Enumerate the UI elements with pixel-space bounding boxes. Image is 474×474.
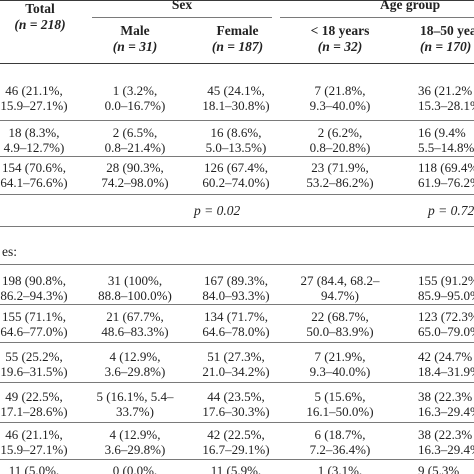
cell-18-50: 38 (22.3% 16.3–29.4% — [418, 427, 474, 457]
cell-female: 16 (8.6%, 5.0–13.5%) — [205, 125, 267, 155]
cell-under-18: 6 (18.7%, 7.2–36.4%) — [309, 427, 371, 457]
cell-total: 49 (22.5%, 17.1–28.6%) — [0, 389, 68, 419]
cell-under-18: 27 (84.4, 68.2– 94.7%) — [300, 273, 380, 303]
row-divider — [0, 422, 474, 423]
cell-male: 1 (3.2%, 0.0–16.7%) — [104, 83, 166, 113]
header-male-n: (n = 31) — [112, 39, 158, 54]
cell-female: 42 (22.5%, 16.7–29.1%) — [202, 427, 270, 457]
cell-female: 45 (24.1%, 18.1–30.8%) — [202, 83, 270, 113]
p-value-sex: p = 0.02 — [194, 203, 241, 218]
cell-18-50: 9 (5.3% 2.4–9.8% — [418, 463, 460, 474]
header-female-n: (n = 187) — [211, 39, 264, 54]
row-divider — [0, 342, 474, 343]
row-divider — [0, 120, 474, 121]
cell-18-50: 155 (91.2% 85.9–95.0% — [418, 273, 474, 303]
cell-total: 55 (25.2%, 19.6–31.5%) — [0, 349, 68, 379]
header-total-n: (n = 218) — [14, 17, 66, 32]
cell-total: 155 (71.1%, 64.6–77.0%) — [0, 309, 68, 339]
cell-total: 46 (21.1%, 15.9–27.1%) — [0, 427, 68, 457]
cell-male: 2 (6.5%, 0.8–21.4%) — [104, 125, 166, 155]
row-divider — [0, 226, 474, 227]
top-rule — [0, 0, 474, 1]
row-divider — [0, 264, 474, 265]
header-female: Female — [216, 23, 259, 38]
cell-male: 0 (0.0%, 0.0–11.2%) — [112, 463, 158, 474]
cell-total: 11 (5.0%, 2.5–8.8%) — [8, 463, 60, 474]
cell-18-50: 123 (72.3% 65.0–79.0% — [418, 309, 474, 339]
cell-female: 51 (27.3%, 21.0–34.2%) — [202, 349, 270, 379]
header-male: Male — [120, 23, 150, 38]
section-label: es: — [2, 244, 17, 259]
row-divider — [0, 459, 474, 460]
sex-header-rule — [92, 17, 272, 18]
cell-male: 28 (90.3%, 74.2–98.0%) — [101, 160, 169, 190]
cell-18-50: 38 (22.3% 16.3–29.4% — [418, 389, 474, 419]
cell-total: 154 (70.6%, 64.1–76.6%) — [0, 160, 68, 190]
cell-total: 46 (21.1%, 15.9–27.1%) — [0, 83, 68, 113]
cell-under-18: 5 (15.6%, 16.1–50.0%) — [306, 389, 374, 419]
cell-under-18: 23 (71.9%, 53.2–86.2%) — [306, 160, 374, 190]
row-divider — [0, 194, 474, 195]
cell-18-50: 36 (21.2% 15.3–28.1% — [418, 83, 474, 113]
cell-female: 126 (67.4%, 60.2–74.0%) — [202, 160, 270, 190]
cell-18-50: 16 (9.4% 5.5–14.8% — [418, 125, 474, 155]
cell-female: 11 (5.9%, 3.0–10.3%) — [210, 463, 262, 474]
cell-18-50: 42 (24.7% 18.4–31.9% — [418, 349, 474, 379]
header-age-group: Age group — [380, 0, 441, 12]
header-under-18: < 18 years — [310, 23, 370, 38]
header-18-50: 18–50 years — [420, 23, 474, 38]
cell-total: 198 (90.8%, 86.2–94.3%) — [0, 273, 68, 303]
p-value-age: p = 0.72 — [428, 203, 474, 218]
cell-under-18: 7 (21.9%, 9.3–40.0%) — [309, 349, 371, 379]
cell-male: 5 (16.1%, 5.4– 33.7%) — [96, 389, 174, 419]
cell-under-18: 1 (3.1%, 0.1–16.2%) — [317, 463, 363, 474]
age-header-rule — [280, 17, 474, 18]
header-sex: Sex — [171, 0, 193, 12]
cell-18-50: 118 (69.4% 61.9–76.2% — [418, 160, 474, 190]
row-divider — [0, 304, 474, 305]
cell-under-18: 2 (6.2%, 0.8–20.8%) — [309, 125, 371, 155]
cell-under-18: 7 (21.8%, 9.3–40.0%) — [309, 83, 371, 113]
row-divider — [0, 382, 474, 383]
header-18-50-n: (n = 170) — [420, 39, 472, 54]
cell-male: 4 (12.9%, 3.6–29.8%) — [104, 427, 166, 457]
cell-under-18: 22 (68.7%, 50.0–83.9%) — [306, 309, 374, 339]
cell-male: 21 (67.7%, 48.6–83.3%) — [101, 309, 169, 339]
cell-male: 4 (12.9%, 3.6–29.8%) — [104, 349, 166, 379]
header-under-18-n: (n = 32) — [317, 39, 363, 54]
cell-female: 134 (71.7%, 64.6–78.0%) — [202, 309, 270, 339]
cell-male: 31 (100%, 88.8–100.0%) — [98, 273, 172, 303]
cell-total: 18 (8.3%, 4.9–12.7%) — [3, 125, 65, 155]
cell-female: 167 (89.3%, 84.0–93.3%) — [202, 273, 270, 303]
header-total: Total — [25, 1, 55, 16]
header-bottom-rule — [0, 63, 474, 64]
cell-female: 44 (23.5%, 17.6–30.3%) — [202, 389, 270, 419]
row-divider — [0, 156, 474, 157]
